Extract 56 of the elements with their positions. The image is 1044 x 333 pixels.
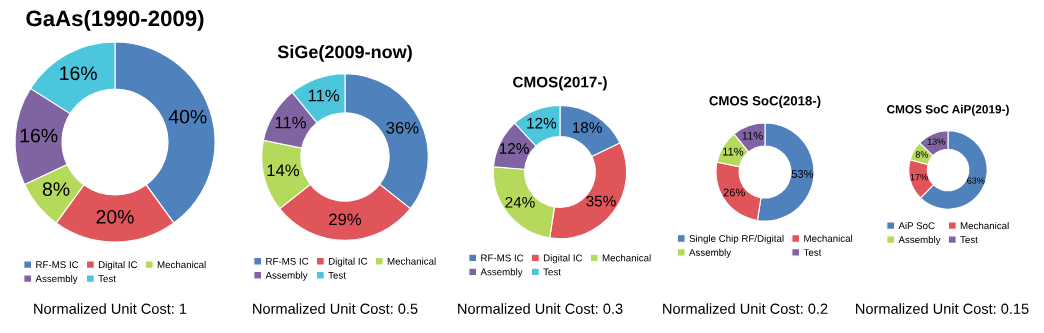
legend-label: Single Chip RF/Digital [689, 234, 784, 244]
chart-title: SiGe(2009-now) [277, 45, 412, 62]
text: Normalized Unit Cost: 0.2 [663, 303, 828, 314]
legend-label: Mechanical [157, 260, 206, 269]
legend-label: Assembly [265, 271, 308, 281]
chart-title: CMOS SoC(2018-) [709, 95, 821, 109]
data-label: 29% [329, 213, 362, 226]
legend-label: Mechanical [602, 254, 651, 262]
text: Normalized Unit Cost: 0.3 [458, 303, 623, 314]
data-label: 20% [96, 209, 134, 224]
data-label: 16% [60, 66, 97, 81]
legend-label: Digital IC [543, 254, 583, 264]
chart-title: GaAs(1990-2009) [26, 10, 204, 31]
chart-title: CMOS SoC AiP(2019-) [887, 104, 1009, 116]
data-label: 12% [499, 143, 529, 154]
legend-label: Mechanical [960, 222, 1009, 230]
data-label: 40% [168, 109, 207, 124]
chart-title: CMOS(2017-) [513, 76, 607, 91]
legend-label: Test [960, 236, 978, 244]
legend-label: Assembly [898, 235, 941, 246]
data-label: 14% [267, 164, 300, 177]
data-label: 63% [967, 177, 985, 184]
text: Normalized Unit Cost: 1 [34, 303, 187, 314]
data-label: 11% [275, 116, 306, 129]
data-label: 12% [527, 117, 557, 129]
data-label: 35% [586, 195, 616, 207]
data-label: 11% [723, 147, 744, 156]
legend-label: Test [98, 275, 116, 283]
legend-label: Mechanical [804, 234, 853, 242]
data-label: 8% [42, 182, 70, 196]
data-label: 24% [505, 196, 535, 208]
legend-label: RF-MS IC [481, 254, 524, 262]
legend-label: Test [803, 249, 822, 256]
data-label: 8% [915, 151, 929, 158]
data-label: 26% [723, 188, 745, 197]
data-label: 36% [386, 121, 419, 134]
data-label: 18% [572, 122, 602, 133]
text: Normalized Unit Cost: 0.15 [856, 303, 1029, 314]
legend-label: AiP SoC [898, 222, 935, 230]
data-label: 13% [927, 138, 945, 145]
legend-label: RF-MS IC [266, 257, 309, 265]
data-label: 11% [308, 89, 340, 102]
legend-label: Assembly [35, 274, 78, 284]
text: Normalized Unit Cost: 0.5 [253, 303, 418, 314]
legend-label: Assembly [689, 248, 732, 258]
legend-label: Mechanical [387, 257, 436, 265]
data-label: 11% [742, 131, 763, 140]
legend-label: Digital IC [98, 260, 138, 271]
data-label: 16% [20, 128, 58, 143]
legend-label: RF-MS IC [36, 261, 79, 269]
legend-label: Test [328, 271, 346, 279]
legend-label: Assembly [480, 268, 523, 278]
legend-label: Test [543, 268, 561, 276]
data-label: 53% [791, 170, 814, 178]
data-label: 17% [910, 173, 928, 181]
legend-label: Digital IC [328, 257, 368, 267]
